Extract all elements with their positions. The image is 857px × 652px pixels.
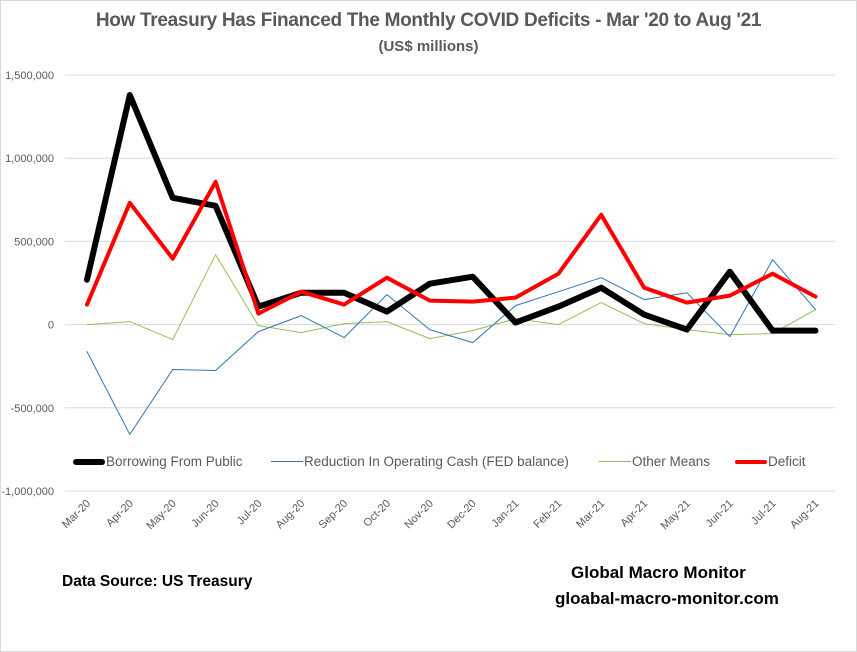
series-line-other-means (86, 254, 816, 341)
x-tick-label: Feb-21 (531, 498, 564, 531)
series-lines (84, 92, 819, 435)
x-tick-label: Aug-20 (274, 498, 308, 532)
data-source-note: Data Source: US Treasury (62, 573, 253, 590)
brand-name: Global Macro Monitor (571, 563, 746, 582)
y-tick-label: -1,000,000 (1, 486, 54, 498)
x-tick-label: Mar-21 (574, 498, 607, 531)
y-tick-label: 1,500,000 (5, 70, 54, 82)
plot-area: 1,500,000 1,000,000 500,000 0 -500,000 -1,000… (1, 70, 835, 532)
x-tick-label: Jan-21 (489, 498, 521, 530)
legend-marker-borrowing (73, 458, 105, 465)
legend-label-operating-cash: Reduction In Operating Cash (FED balance… (304, 454, 569, 469)
x-tick-label: Sep-20 (317, 498, 351, 532)
x-tick-label: Dec-20 (445, 498, 479, 532)
x-tick-label: Apr-21 (618, 498, 650, 530)
y-axis-ticks: 1,500,000 1,000,000 500,000 0 -500,000 -1,000… (1, 70, 54, 498)
legend-item-borrowing: Borrowing From Public (73, 454, 243, 469)
chart-subtitle: (US$ millions) (378, 38, 479, 55)
x-tick-label: Oct-20 (361, 498, 393, 530)
y-tick-label: 0 (48, 320, 54, 332)
gridlines (65, 74, 835, 492)
x-tick-label: Jul-21 (749, 498, 779, 528)
legend-item-operating-cash: Reduction In Operating Cash (FED balance… (271, 454, 569, 469)
chart-title: How Treasury Has Financed The Monthly CO… (95, 10, 762, 31)
y-tick-label: -500,000 (11, 403, 54, 415)
x-tick-label: May-21 (659, 498, 693, 532)
legend-item-deficit: Deficit (735, 454, 806, 469)
x-tick-label: Jul-20 (235, 498, 265, 528)
x-tick-label: Jun-20 (189, 498, 221, 530)
legend-marker-operating-cash (271, 461, 303, 462)
legend: Borrowing From Public Reduction In Opera… (0, 454, 857, 472)
x-tick-label: Jun-21 (704, 498, 736, 530)
series-line-deficit (85, 179, 818, 316)
brand-website: gloabal-macro-monitor.com (555, 589, 779, 608)
legend-item-other-means: Other Means (599, 454, 710, 469)
y-tick-label: 1,000,000 (5, 153, 54, 165)
y-tick-label: 500,000 (14, 236, 54, 248)
series-line-borrowing-from-public (84, 92, 819, 334)
x-tick-label: Aug-21 (788, 498, 822, 532)
x-axis-ticks: Mar-20 Apr-20 May-20 Jun-20 Jul-20 Aug-20 Sep-… (60, 498, 822, 532)
legend-label-other-means: Other Means (632, 454, 711, 469)
x-tick-label: Mar-20 (60, 498, 93, 531)
legend-label-borrowing: Borrowing From Public (106, 454, 243, 469)
x-tick-label: Apr-20 (104, 498, 136, 530)
legend-marker-other-means (599, 461, 631, 462)
x-tick-label: May-20 (144, 498, 178, 532)
x-tick-label: Nov-20 (402, 498, 436, 532)
legend-label-deficit: Deficit (768, 454, 806, 469)
legend-marker-deficit (735, 459, 767, 464)
